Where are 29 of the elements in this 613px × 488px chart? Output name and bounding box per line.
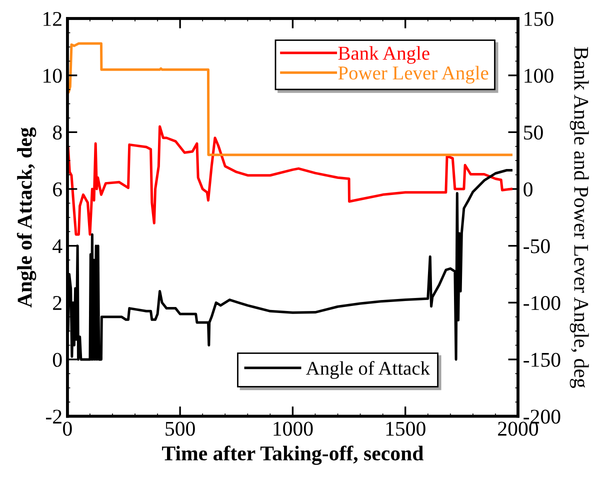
legend-label: Bank Angle — [338, 46, 430, 64]
y2-axis-title: Bank Angle and Power Lever Angle, deg — [570, 47, 589, 388]
y-tick-label: 12 — [44, 12, 62, 26]
y-tick-label: 2 — [53, 296, 62, 310]
x-tick-label: 1000 — [274, 422, 313, 436]
line-series — [67, 125, 512, 236]
y2-tick-label: 50 — [524, 126, 543, 140]
y-tick-label: 0 — [52, 352, 62, 367]
y2-tick-label: -50 — [524, 239, 550, 254]
y-tick-label: 8 — [52, 126, 62, 140]
y-tick-label: 10 — [44, 68, 62, 83]
x-tick-label: 0 — [63, 422, 72, 436]
legend-label: Power Lever Angle — [338, 66, 488, 84]
y2-tick-label: 150 — [524, 12, 554, 26]
y2-tick-label: -200 — [524, 410, 560, 424]
x-axis-title: Time after Taking-off, second — [162, 446, 424, 465]
y-tick-label: 4 — [52, 239, 62, 254]
y2-tick-label: 100 — [524, 68, 554, 83]
y2-tick-label: -150 — [524, 352, 560, 367]
legend-label: Angle of Attack — [306, 360, 430, 379]
y2-tick-label: -100 — [524, 296, 560, 310]
y2-tick-label: 0 — [524, 182, 532, 196]
y-tick-label: 6 — [53, 182, 62, 196]
x-tick-label: 1500 — [386, 422, 426, 436]
x-tick-label: 2000 — [498, 422, 538, 436]
y-tick-label: -2 — [46, 410, 62, 424]
x-tick-label: 500 — [166, 422, 195, 436]
line-series — [67, 42, 512, 156]
y-axis-title: Angle of Attack, deg — [16, 127, 36, 308]
